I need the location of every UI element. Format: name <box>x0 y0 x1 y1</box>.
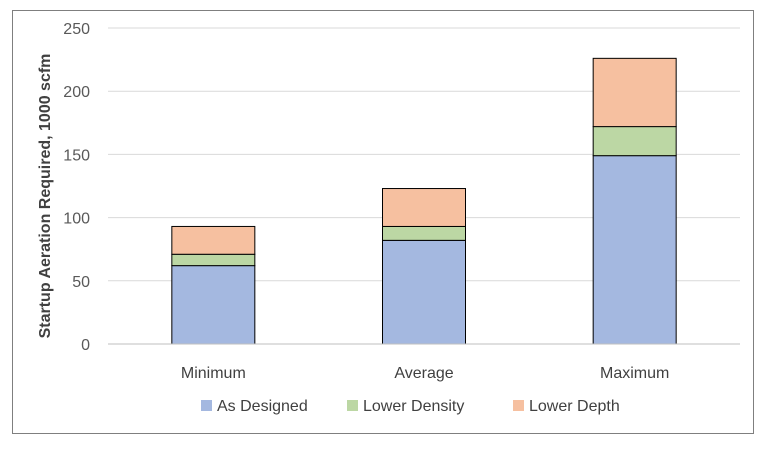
y-tick-label: 250 <box>63 21 90 38</box>
y-axis-label: Startup Aeration Required, 1000 scfm <box>37 54 54 339</box>
bar-segment <box>382 239 466 345</box>
legend-label: Lower Density <box>363 398 464 415</box>
y-tick-label: 200 <box>63 84 90 101</box>
y-tick-label: 50 <box>72 274 90 291</box>
bar-segment <box>592 126 677 157</box>
legend: As Designed Lower Density Lower Depth <box>201 398 620 415</box>
bar-segment <box>171 253 256 267</box>
y-tick-label: 0 <box>81 337 90 354</box>
y-tick-label: 150 <box>63 147 90 164</box>
legend-label: As Designed <box>217 398 308 415</box>
bars <box>171 57 677 345</box>
x-category-label: Average <box>394 365 453 382</box>
bar-segment <box>171 265 256 345</box>
legend-label: Lower Depth <box>529 398 620 415</box>
x-category-label: Minimum <box>181 365 246 382</box>
legend-swatch <box>201 400 212 411</box>
bar-segment <box>592 57 677 128</box>
x-axis-category-labels: Minimum Average Maximum <box>181 365 669 382</box>
legend-swatch <box>513 400 524 411</box>
x-category-label: Maximum <box>600 365 669 382</box>
bar-segment <box>382 188 466 227</box>
bar-segment <box>382 225 466 241</box>
bar-segment <box>171 225 256 255</box>
bar-segment <box>592 155 677 345</box>
y-tick-label: 100 <box>63 211 90 228</box>
legend-swatch <box>347 400 358 411</box>
y-axis-tick-labels: 0 50 100 150 200 250 <box>63 21 90 354</box>
